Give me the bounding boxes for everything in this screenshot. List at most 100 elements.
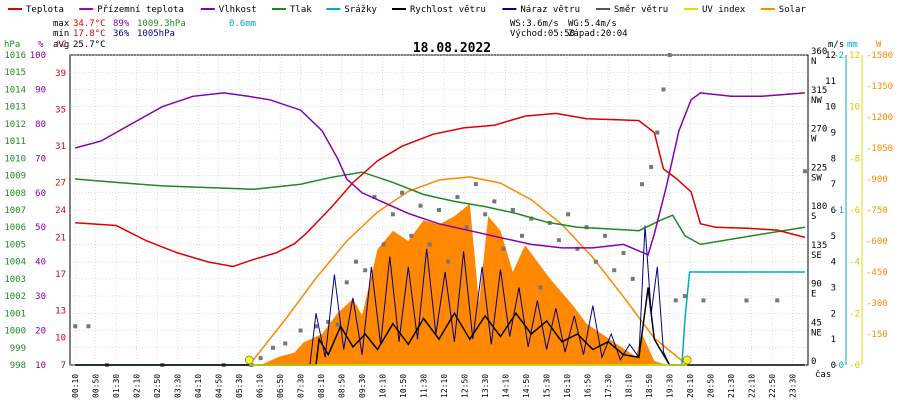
humidity-axis-tick: 20 — [35, 327, 46, 337]
wind-dir-point — [390, 212, 395, 217]
pressure-axis-tick: 1016 — [4, 51, 26, 61]
legend-label-6: Náraz větru — [520, 5, 580, 15]
stats-max-temp: 34.7°C — [73, 19, 106, 29]
pressure-axis-tick: 1008 — [4, 189, 26, 199]
series-solar-theoretical — [248, 176, 688, 366]
x-tick-label: 02:10 — [133, 374, 142, 398]
stats-min-press: 1005hPa — [137, 29, 175, 39]
wind-ms-tick: 6 — [831, 206, 836, 216]
wind-ms-tick: 8 — [831, 154, 836, 164]
wind-dir-point — [344, 280, 349, 285]
pressure-axis-tick: 1012 — [4, 120, 26, 130]
x-tick-label: 09:30 — [358, 374, 367, 398]
wind-dir-tick: 225 — [811, 163, 827, 173]
humidity-axis-tick: 50 — [35, 223, 46, 233]
x-tick-label: 00:10 — [71, 374, 80, 398]
legend-label-1: Přízemní teplota — [97, 5, 184, 15]
wind-dir-tick-label: W — [811, 135, 817, 145]
uv-axis-tick: -10 — [844, 103, 860, 113]
series-pressure — [75, 171, 806, 246]
pressure-axis-tick: 999 — [10, 344, 26, 354]
stats-max-hum: 89% — [113, 19, 130, 29]
x-tick-label: 11:30 — [420, 374, 429, 398]
wind-dir-point — [381, 242, 386, 247]
x-tick-label: 04:10 — [194, 374, 203, 398]
wind-ws: WS:3.6m/s — [510, 19, 559, 29]
temperature-axis-tick: 39 — [55, 69, 66, 79]
wind-dir-point — [701, 298, 706, 303]
pressure-axis-tick: 1013 — [4, 103, 26, 113]
x-tick-label: 00:50 — [92, 374, 101, 398]
x-tick-label: 19:30 — [666, 374, 675, 398]
x-tick-label: 14:50 — [522, 374, 531, 398]
solar-axis-tick: -450 — [866, 268, 888, 278]
wind-dir-point — [483, 212, 488, 217]
wind-ms-tick: 2 — [831, 309, 836, 319]
wind-dir-tick-label: NW — [811, 96, 822, 106]
stats-max-press: 1009.3hPa — [137, 19, 186, 29]
series-wind-speed — [75, 287, 805, 366]
wind-dir-tick-label: E — [811, 290, 816, 300]
wind-dir-point — [353, 259, 358, 264]
sunset-text: Západ:20:04 — [568, 29, 628, 39]
wind-dir-point — [314, 324, 318, 329]
x-tick-label: 15:30 — [543, 374, 552, 398]
x-tick-label: 10:10 — [379, 374, 388, 398]
legend-label-7: Směr větru — [614, 5, 668, 15]
solar-axis-tick: -1500 — [866, 51, 893, 61]
wind-ms-tick: 4 — [831, 258, 836, 268]
wind-dir-point — [529, 216, 534, 221]
pressure-axis-tick: 1002 — [4, 292, 26, 302]
wind-dir-point — [520, 233, 525, 238]
temperature-axis-tick: 7 — [61, 361, 66, 371]
pressure-axis-tick: 1006 — [4, 223, 26, 233]
wind-dir-point — [566, 212, 571, 217]
series-humidity — [75, 92, 805, 256]
wind-dir-point — [298, 328, 303, 333]
wind-dir-tick: 45 — [811, 318, 822, 328]
wind-dir-point — [630, 276, 635, 281]
temperature-axis-tick: 27 — [55, 179, 66, 189]
x-tick-label: 23:30 — [789, 374, 798, 398]
x-tick-label: 16:10 — [563, 374, 572, 398]
wind-dir-point — [409, 233, 414, 238]
wind-dir-tick: 270 — [811, 125, 827, 135]
wind-dir-point — [501, 246, 506, 251]
temperature-axis-tick: 10 — [55, 334, 66, 344]
x-tick-label: 01:30 — [112, 374, 121, 398]
sunrise-marker — [244, 355, 254, 365]
x-tick-label: 22:50 — [768, 374, 777, 398]
wind-dir-point — [639, 182, 644, 187]
wind-dir-tick: 180 — [811, 202, 827, 212]
humidity-axis-tick: 70 — [35, 154, 46, 164]
x-tick-label: 05:30 — [235, 374, 244, 398]
legend-label-3: Tlak — [290, 5, 312, 15]
wind-dir-point — [612, 268, 617, 273]
wind-dir-tick-label: S — [811, 212, 816, 222]
x-tick-label: 13:30 — [481, 374, 490, 398]
unit-hpa: hPa — [4, 40, 20, 50]
wind-ms-tick: 5 — [831, 232, 836, 242]
wind-dir-tick: 90 — [811, 280, 822, 290]
stats-avg-temp: 25.7°C — [73, 40, 106, 50]
uv-axis-tick: -8 — [849, 154, 860, 164]
x-tick-label: 18:10 — [625, 374, 634, 398]
wind-dir-tick: 315 — [811, 86, 827, 96]
wind-dir-tick-label: NE — [811, 328, 822, 338]
humidity-axis-tick: 40 — [35, 258, 46, 268]
wind-dir-point — [538, 285, 543, 290]
humidity-axis-tick: 60 — [35, 189, 46, 199]
wind-dir-point — [667, 53, 672, 57]
solar-axis-tick: -150 — [866, 330, 888, 340]
pressure-axis-tick: 1000 — [4, 327, 26, 337]
wind-dir-tick-label: SE — [811, 251, 822, 261]
sunset-marker — [682, 355, 692, 365]
wind-dir-point — [427, 242, 432, 247]
wind-dir-point — [400, 190, 405, 195]
temperature-axis-tick: 13 — [55, 306, 66, 316]
wind-dir-point — [418, 203, 423, 208]
pressure-axis-tick: 1014 — [4, 85, 26, 95]
unit-ms: m/s — [828, 40, 844, 50]
